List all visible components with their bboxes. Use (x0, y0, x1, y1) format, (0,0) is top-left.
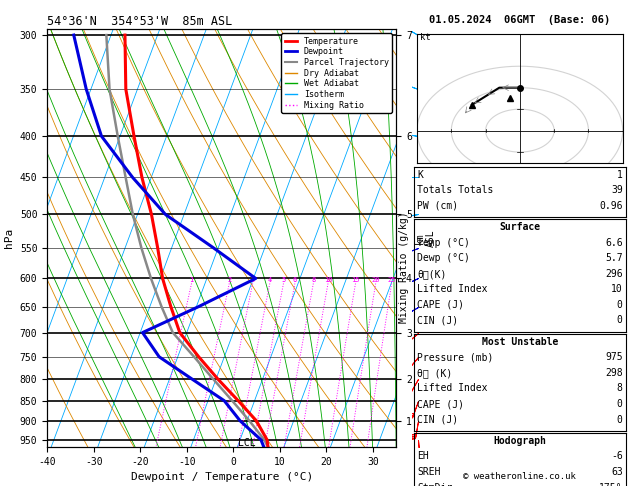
Text: K: K (417, 170, 423, 180)
Text: 63: 63 (611, 467, 623, 477)
Text: Most Unstable: Most Unstable (482, 337, 558, 347)
Text: Totals Totals: Totals Totals (417, 185, 493, 195)
Text: 2: 2 (227, 277, 231, 283)
Text: CIN (J): CIN (J) (417, 315, 458, 326)
Text: PW (cm): PW (cm) (417, 201, 458, 211)
Text: 39: 39 (611, 185, 623, 195)
Text: EH: EH (417, 451, 429, 462)
Text: © weatheronline.co.uk: © weatheronline.co.uk (464, 472, 576, 481)
Text: SREH: SREH (417, 467, 440, 477)
Text: 5.7: 5.7 (605, 253, 623, 263)
Text: Hodograph: Hodograph (493, 436, 547, 446)
Text: 4: 4 (268, 277, 272, 283)
Text: Surface: Surface (499, 222, 540, 232)
Text: -6: -6 (611, 451, 623, 462)
Text: 0.96: 0.96 (599, 201, 623, 211)
Text: θᴄ (K): θᴄ (K) (417, 368, 452, 378)
Text: Temp (°C): Temp (°C) (417, 238, 470, 248)
Legend: Temperature, Dewpoint, Parcel Trajectory, Dry Adiabat, Wet Adiabat, Isotherm, Mi: Temperature, Dewpoint, Parcel Trajectory… (281, 34, 392, 113)
Text: 0: 0 (617, 399, 623, 409)
Text: θᴄ(K): θᴄ(K) (417, 269, 447, 279)
Text: 6.6: 6.6 (605, 238, 623, 248)
Text: 10: 10 (611, 284, 623, 295)
Text: 1: 1 (189, 277, 194, 283)
Text: 0: 0 (617, 315, 623, 326)
Text: 0: 0 (617, 300, 623, 310)
X-axis label: Dewpoint / Temperature (°C): Dewpoint / Temperature (°C) (131, 472, 313, 483)
Text: 298: 298 (605, 368, 623, 378)
Text: 15: 15 (352, 277, 360, 283)
Text: StmDir: StmDir (417, 483, 452, 486)
Text: 8: 8 (311, 277, 316, 283)
Text: 1: 1 (617, 170, 623, 180)
Text: kt: kt (420, 34, 431, 42)
Text: 3: 3 (250, 277, 255, 283)
Text: CIN (J): CIN (J) (417, 415, 458, 425)
Text: 175°: 175° (599, 483, 623, 486)
Text: 01.05.2024  06GMT  (Base: 06): 01.05.2024 06GMT (Base: 06) (429, 15, 611, 25)
Text: 6: 6 (293, 277, 297, 283)
Text: 5: 5 (281, 277, 286, 283)
Text: 296: 296 (605, 269, 623, 279)
Text: 20: 20 (372, 277, 380, 283)
Text: Mixing Ratio (g/kg): Mixing Ratio (g/kg) (399, 211, 409, 323)
Y-axis label: hPa: hPa (4, 228, 14, 248)
Text: 54°36'N  354°53'W  85m ASL: 54°36'N 354°53'W 85m ASL (47, 15, 233, 28)
Text: Lifted Index: Lifted Index (417, 284, 487, 295)
Text: 975: 975 (605, 352, 623, 363)
Text: 25: 25 (387, 277, 396, 283)
Text: Dewp (°C): Dewp (°C) (417, 253, 470, 263)
Text: 0: 0 (617, 415, 623, 425)
Text: Lifted Index: Lifted Index (417, 383, 487, 394)
Text: Pressure (mb): Pressure (mb) (417, 352, 493, 363)
Text: 8: 8 (617, 383, 623, 394)
Text: 10: 10 (324, 277, 332, 283)
Text: LCL: LCL (238, 438, 256, 449)
Text: CAPE (J): CAPE (J) (417, 300, 464, 310)
Text: CAPE (J): CAPE (J) (417, 399, 464, 409)
Y-axis label: km
ASL: km ASL (415, 229, 437, 247)
